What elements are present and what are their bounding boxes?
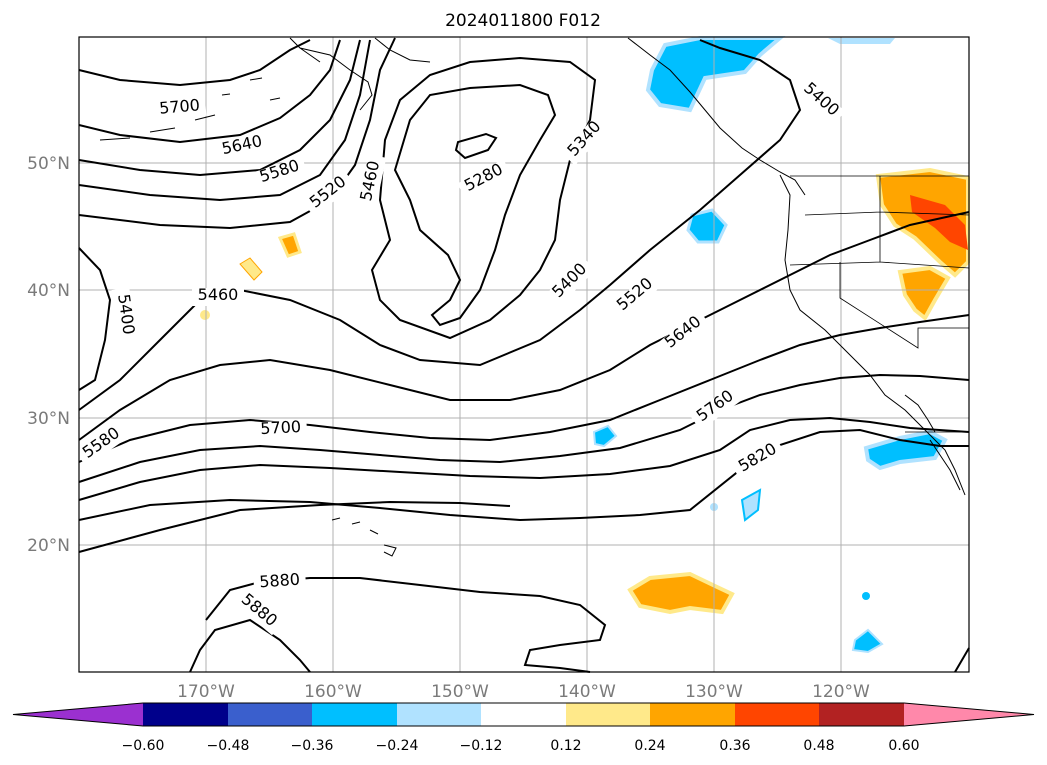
contour-line	[370, 56, 597, 340]
contour-line	[78, 39, 361, 177]
negative-anomaly-area	[828, 38, 895, 44]
contour-line	[78, 314, 970, 463]
contour-line	[78, 39, 311, 87]
colorbar-tick: 0.48	[803, 738, 834, 754]
colorbar-extend-min	[13, 703, 143, 726]
colorbar-outline	[12, 702, 1035, 727]
coastline-hawaii	[331, 517, 397, 557]
colorbar-tick: 0.24	[634, 738, 665, 754]
contour-label: 5700	[260, 417, 302, 438]
lon-label: 120°W	[812, 682, 870, 702]
contour-line	[954, 647, 970, 673]
contour-line	[189, 618, 311, 673]
colorbar-tick: −0.36	[291, 738, 334, 754]
colorbar-tick: −0.12	[460, 738, 503, 754]
colorbar-extend-max	[904, 703, 1034, 726]
contour-labels: 5700 5640 5580 5520 5460 5280 5340 5400 …	[75, 76, 846, 636]
negative-anomaly-area	[862, 592, 870, 600]
lon-label: 140°W	[558, 682, 616, 702]
anomaly-shading	[200, 36, 970, 654]
lon-label: 160°W	[304, 682, 362, 702]
contour-line	[78, 500, 511, 553]
contour-line	[78, 211, 970, 441]
coastline-west-coast	[779, 174, 966, 496]
lon-label: 130°W	[685, 682, 743, 702]
colorbar-tick: −0.48	[207, 738, 250, 754]
colorbar-segment	[228, 703, 312, 726]
colorbar-segment	[650, 703, 735, 726]
longitude-labels: 170°W 160°W 150°W 140°W 130°W 120°W	[177, 682, 870, 702]
colorbar-tick: 0.36	[719, 738, 750, 754]
colorbar-tick: 0.60	[888, 738, 919, 754]
coastline-alaska-peninsula	[221, 37, 373, 111]
colorbar-segment	[566, 703, 650, 726]
coastline-aleutians	[99, 114, 216, 141]
positive-anomaly-area	[239, 257, 263, 281]
contour-line	[78, 39, 341, 144]
contour-line	[78, 373, 970, 483]
lat-label: 30°N	[27, 409, 70, 429]
coastline-baja	[904, 394, 961, 491]
colorbar-tick: −0.60	[122, 738, 165, 754]
contour-line	[393, 83, 557, 327]
colorbar	[12, 702, 1035, 727]
contour-line	[78, 39, 371, 202]
state-borders	[789, 176, 970, 269]
colorbar-segment	[481, 703, 566, 726]
colorbar-segment	[143, 703, 228, 726]
positive-anomaly-area	[200, 310, 210, 320]
latitude-labels: 50°N 40°N 30°N 20°N	[27, 154, 70, 556]
negative-anomaly-area	[740, 488, 762, 522]
coastline-gulf-of-alaska	[374, 37, 806, 196]
positive-anomaly-area	[277, 232, 302, 258]
colorbar-ticks: −0.60 −0.48 −0.36 −0.24 −0.12 0.12 0.24 …	[122, 738, 920, 754]
contour-line	[78, 247, 112, 391]
contour-line	[78, 416, 970, 501]
lon-label: 150°W	[431, 682, 489, 702]
positive-anomaly-area	[627, 571, 735, 615]
map-frame	[78, 36, 970, 673]
positive-anomaly-area	[910, 195, 968, 250]
negative-anomaly-area	[863, 429, 948, 471]
contour-line	[454, 132, 498, 160]
boundaries	[789, 175, 970, 433]
contour-label: 5700	[158, 95, 200, 117]
negative-anomaly-area	[686, 208, 728, 244]
colorbar-segment	[819, 703, 904, 726]
contour-label: 5460	[198, 285, 239, 304]
map-background	[79, 37, 969, 672]
map-panel: 5700 5640 5580 5520 5460 5280 5340 5400 …	[75, 36, 970, 673]
colorbar-tick: 0.12	[550, 738, 581, 754]
state-borders	[839, 262, 969, 349]
negative-anomaly-area	[851, 628, 884, 654]
lat-label: 20°N	[27, 536, 70, 556]
colorbar-tick: −0.24	[376, 738, 419, 754]
positive-anomaly-area	[897, 265, 951, 322]
colorbar-segment	[735, 703, 819, 726]
colorbar-segment	[397, 703, 481, 726]
lat-label: 50°N	[27, 154, 70, 174]
negative-anomaly-area	[592, 424, 618, 448]
lon-label: 170°W	[177, 682, 235, 702]
height-contours	[78, 37, 970, 673]
coastlines	[99, 37, 966, 557]
lat-label: 40°N	[27, 281, 70, 301]
figure-title: 2024011800 F012	[445, 11, 601, 31]
contour-label: 5880	[259, 570, 301, 592]
contour-line	[78, 428, 969, 522]
colorbar-segment	[312, 703, 397, 726]
